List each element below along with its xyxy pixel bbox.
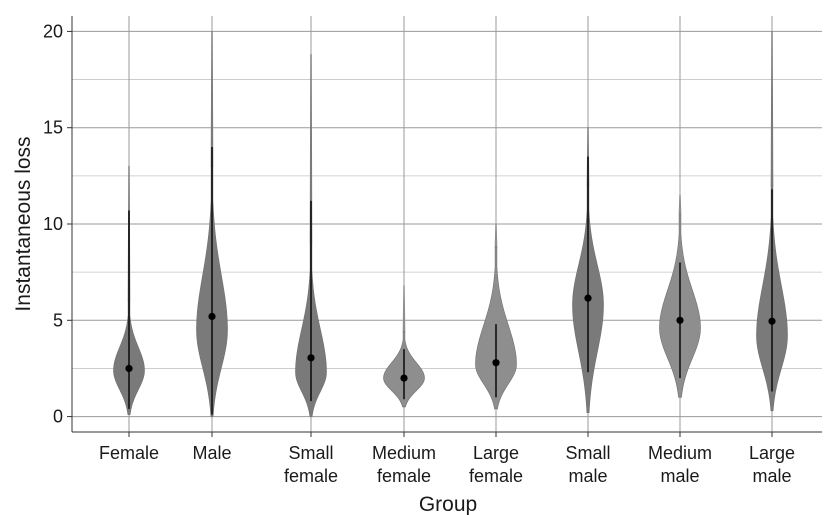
- label-layer: 0 5 10 15 20 Female Male Small female Medium femal…: [43, 21, 795, 486]
- x-tick-label: Small male: [565, 443, 610, 486]
- violin-group: [196, 31, 228, 417]
- y-tick-label: 10: [43, 214, 63, 234]
- x-tick-label-line: Male: [192, 443, 231, 463]
- violin-tail: [494, 223, 498, 248]
- violin-tail: [770, 31, 774, 186]
- x-tick-label-line: male: [568, 466, 607, 486]
- x-tick-label: Female: [99, 443, 159, 463]
- y-tick-label: 15: [43, 118, 63, 138]
- y-tick-label: 0: [53, 407, 63, 427]
- y-tick-label: 20: [43, 21, 63, 41]
- violin-group: [572, 127, 604, 414]
- x-tick-label-line: female: [284, 466, 338, 486]
- median-point: [676, 316, 684, 324]
- axes-layer: [67, 16, 822, 437]
- x-tick-label-line: female: [469, 466, 523, 486]
- violin-tail: [210, 31, 214, 167]
- x-tick-label: Large female: [469, 443, 523, 486]
- x-tick-label-line: male: [660, 466, 699, 486]
- median-point: [584, 294, 592, 302]
- x-tick-label-line: female: [377, 466, 431, 486]
- median-point: [307, 354, 315, 362]
- x-tick-label-line: Large: [749, 443, 795, 463]
- grid-layer: [72, 16, 822, 432]
- violin-group: [475, 223, 517, 410]
- median-point: [768, 317, 776, 325]
- violin-tail: [678, 194, 682, 215]
- x-tick-label: Small female: [284, 443, 338, 486]
- y-axis-title: Instantaneous loss: [12, 136, 35, 311]
- violin-group: [295, 54, 327, 417]
- violin-tail: [402, 285, 406, 333]
- x-tick-label-line: male: [752, 466, 791, 486]
- violin-group: [113, 165, 145, 415]
- x-tick-label-line: Small: [288, 443, 333, 463]
- x-tick-label-line: Large: [473, 443, 519, 463]
- x-tick-label: Male: [192, 443, 231, 463]
- x-tick-label: Large male: [749, 443, 795, 486]
- violin-layer: [113, 31, 788, 417]
- x-tick-label-line: Female: [99, 443, 159, 463]
- median-point: [125, 364, 133, 373]
- median-point: [208, 312, 216, 321]
- x-tick-label-line: Small: [565, 443, 610, 463]
- y-tick-label: 5: [53, 310, 63, 330]
- violin-group: [383, 285, 425, 408]
- x-axis-title: Group: [419, 493, 477, 515]
- median-point: [400, 374, 408, 382]
- violin-group: [756, 31, 788, 412]
- median-point: [492, 359, 500, 367]
- x-tick-label-line: Medium: [648, 443, 712, 463]
- violin-group: [659, 194, 701, 398]
- x-tick-label: Medium female: [372, 443, 436, 486]
- x-tick-label-line: Medium: [372, 443, 436, 463]
- x-tick-label: Medium male: [648, 443, 712, 486]
